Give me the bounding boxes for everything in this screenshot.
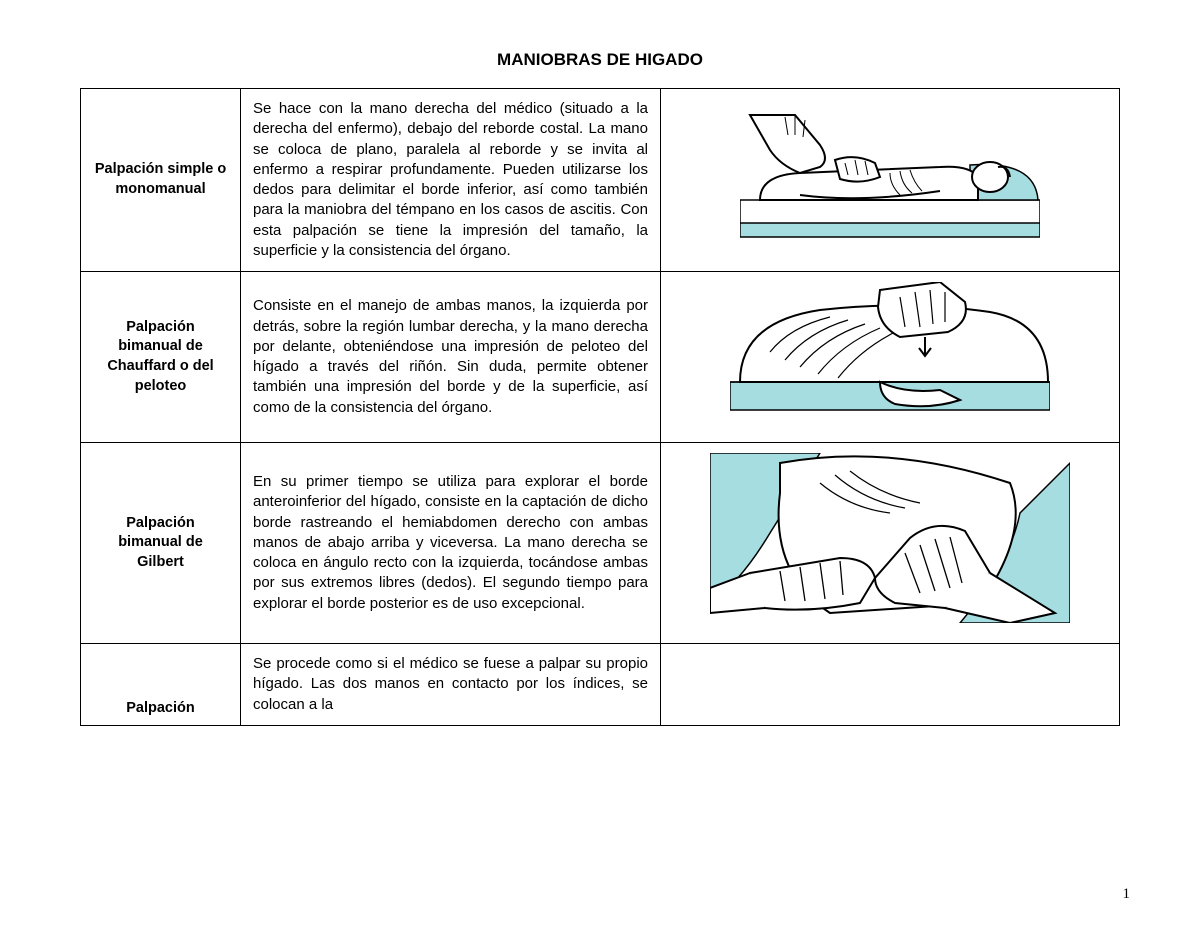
table-row: Palpación bimanual de Chauffard o del pe… xyxy=(81,272,1120,443)
maneuver-name: Palpación bimanual de Gilbert xyxy=(81,443,241,644)
illustration-chauffard-icon xyxy=(730,282,1050,427)
document-page: MANIOBRAS DE HIGADO Palpación simple o m… xyxy=(0,0,1200,746)
maneuver-name: Palpación bimanual de Chauffard o del pe… xyxy=(81,272,241,443)
table-row: Palpación simple o monomanual Se hace co… xyxy=(81,89,1120,272)
maneuver-illustration-cell xyxy=(661,89,1120,272)
table-row: Palpación bimanual de Gilbert En su prim… xyxy=(81,443,1120,644)
maneuvers-table: Palpación simple o monomanual Se hace co… xyxy=(80,88,1120,726)
page-title: MANIOBRAS DE HIGADO xyxy=(80,50,1120,70)
maneuver-description: Se hace con la mano derecha del médico (… xyxy=(241,89,661,272)
illustration-patient-supine-icon xyxy=(740,105,1040,250)
maneuver-description: En su primer tiempo se utiliza para expl… xyxy=(241,443,661,644)
maneuver-illustration-cell xyxy=(661,644,1120,726)
maneuver-illustration-cell xyxy=(661,272,1120,443)
maneuver-name: Palpación simple o monomanual xyxy=(81,89,241,272)
illustration-gilbert-icon xyxy=(710,453,1070,628)
maneuver-illustration-cell xyxy=(661,443,1120,644)
table-row: Palpación Se procede como si el médico s… xyxy=(81,644,1120,726)
maneuver-name: Palpación xyxy=(81,644,241,726)
maneuver-description: Consiste en el manejo de ambas manos, la… xyxy=(241,272,661,443)
maneuver-description: Se procede como si el médico se fuese a … xyxy=(241,644,661,726)
page-number: 1 xyxy=(1123,886,1131,903)
